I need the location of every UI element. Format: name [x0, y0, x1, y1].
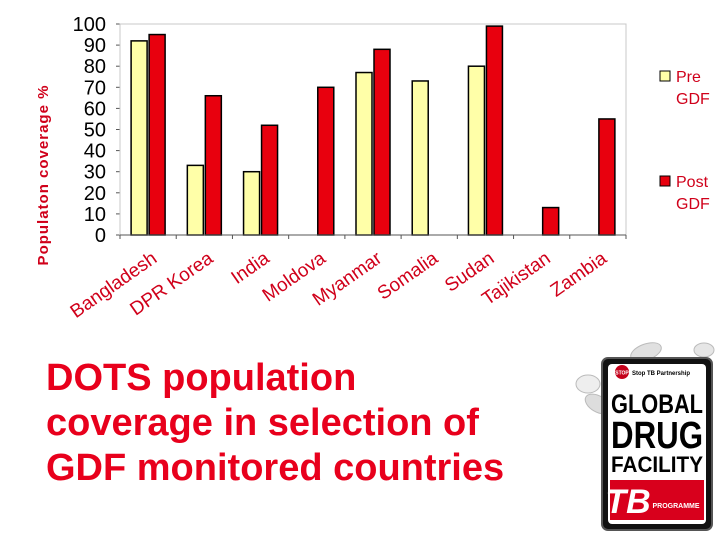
slide-title-line-2: coverage in selection of — [46, 402, 479, 444]
bar-pre-somalia — [411, 80, 429, 236]
y-tick-label: 90 — [84, 35, 106, 57]
bar-post-myanmar — [373, 48, 391, 236]
bar-post-dpr-korea — [204, 94, 223, 236]
slide-title-line-3: GDF monitored countries — [46, 447, 505, 489]
logo-line-facility: FACILITY — [611, 452, 703, 477]
bar-post-zambia — [598, 118, 616, 236]
bars — [130, 25, 616, 236]
tb-badge-text: TB — [605, 483, 650, 521]
y-axis-label: Populaton coverage % — [35, 85, 52, 266]
bar-pre-bangladesh — [130, 40, 148, 236]
chart: Populaton coverage % 0102030405060708090… — [35, 14, 710, 323]
bar-post-india — [260, 124, 279, 236]
logo-partner-text: Stop TB Partnership — [632, 371, 690, 377]
tb-badge — [610, 480, 704, 520]
legend-label-post-2: GDF — [676, 196, 710, 213]
slide-title: DOTS population coverage in selection of… — [46, 356, 586, 491]
bar-pre-myanmar — [355, 71, 373, 236]
legend-label-pre-2: GDF — [676, 91, 710, 108]
logo-graphic: STOP Stop TB Partnership GLOBAL DRUG FAC… — [575, 342, 715, 531]
bar-post-moldova — [317, 86, 335, 236]
y-tick-label: 10 — [84, 204, 106, 226]
logo-line-global: GLOBAL — [611, 389, 703, 419]
logo-line-drug: DRUG — [611, 415, 703, 457]
slide-title-line-1: DOTS population — [46, 357, 357, 399]
x-tick-label: Zambia — [547, 248, 611, 302]
y-tick-label: 20 — [84, 183, 106, 205]
pill-icon — [575, 374, 601, 394]
y-tick-label: 100 — [73, 14, 106, 36]
y-tick-label: 70 — [84, 77, 106, 99]
legend-label-post-1: Post — [676, 174, 709, 191]
x-tick-label: Somalia — [374, 248, 443, 305]
tb-programme-text: PROGRAMME — [652, 503, 699, 510]
bar-pre-dpr-korea — [186, 164, 205, 236]
bar-post-bangladesh — [148, 33, 166, 236]
legend: Pre GDF Post GDF — [659, 69, 710, 213]
y-tick-label: 80 — [84, 56, 106, 78]
y-tick-label: 50 — [84, 120, 106, 142]
pill-icon — [693, 342, 715, 358]
stop-tb-icon — [615, 365, 629, 379]
x-axis-ticks — [119, 235, 627, 239]
stop-tb-icon-text: STOP — [615, 371, 629, 377]
legend-swatch-post — [659, 175, 671, 187]
global-drug-facility-logo: STOP Stop TB Partnership GLOBAL DRUG FAC… — [572, 338, 720, 538]
legend-label-pre-1: Pre — [676, 69, 701, 86]
y-tick-label: 0 — [95, 225, 106, 247]
y-tick-label: 40 — [84, 141, 106, 163]
bar-post-sudan — [485, 25, 504, 236]
bar-pre-india — [242, 170, 261, 236]
bar-pre-sudan — [467, 65, 486, 236]
legend-swatch-pre — [659, 70, 671, 82]
bar-post-tajikistan — [541, 206, 560, 236]
y-tick-label: 30 — [84, 162, 106, 184]
y-tick-label: 60 — [84, 98, 106, 120]
